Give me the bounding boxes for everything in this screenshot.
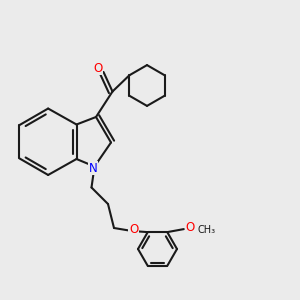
Text: O: O bbox=[94, 62, 103, 75]
Text: O: O bbox=[129, 223, 138, 236]
Text: CH₃: CH₃ bbox=[197, 225, 215, 235]
Text: O: O bbox=[185, 221, 194, 234]
Text: N: N bbox=[88, 161, 98, 175]
